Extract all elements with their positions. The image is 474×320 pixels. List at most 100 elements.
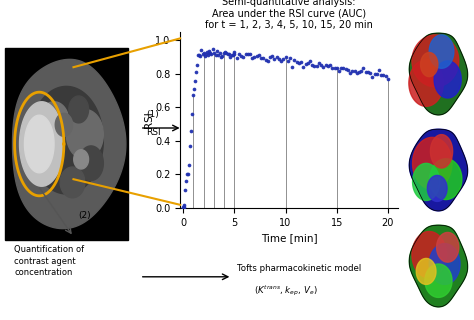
Polygon shape <box>416 259 436 284</box>
Point <box>228 53 236 58</box>
Point <box>306 58 314 63</box>
Point <box>331 66 338 71</box>
Polygon shape <box>425 264 452 297</box>
Point <box>230 50 238 55</box>
Point <box>380 72 387 77</box>
Point <box>373 72 381 77</box>
Point <box>382 73 390 78</box>
Polygon shape <box>429 35 454 68</box>
Polygon shape <box>420 52 438 76</box>
Point <box>262 58 269 63</box>
Point <box>208 51 215 56</box>
Point <box>313 63 320 68</box>
Polygon shape <box>409 129 468 211</box>
Point <box>203 50 210 55</box>
Polygon shape <box>55 113 73 136</box>
Point <box>291 57 298 62</box>
Point <box>210 50 218 55</box>
Point <box>326 62 334 67</box>
Point <box>183 172 191 177</box>
Point <box>248 55 256 60</box>
Point <box>351 69 358 74</box>
Point <box>186 144 194 149</box>
Point <box>266 54 274 59</box>
Point <box>318 62 325 67</box>
Point <box>222 51 230 56</box>
Point <box>353 70 361 75</box>
Point <box>335 68 343 74</box>
Point <box>219 53 226 59</box>
Point <box>221 49 229 54</box>
Point <box>315 60 323 66</box>
Point <box>271 57 278 62</box>
Point <box>309 62 316 68</box>
Point <box>275 56 283 61</box>
Point <box>319 64 327 69</box>
Point <box>328 66 336 71</box>
Point <box>220 50 228 55</box>
Point <box>233 55 240 60</box>
Point <box>227 54 234 60</box>
Polygon shape <box>25 115 54 173</box>
Point <box>297 60 305 65</box>
X-axis label: Time [min]: Time [min] <box>261 233 318 243</box>
Point <box>205 49 212 54</box>
Point <box>277 59 285 64</box>
Point <box>235 52 243 57</box>
Polygon shape <box>429 244 460 284</box>
Polygon shape <box>74 150 89 169</box>
Point <box>188 111 196 116</box>
Point <box>310 63 318 68</box>
Point <box>377 73 385 78</box>
Point <box>180 205 187 211</box>
Point <box>268 53 276 59</box>
Text: Quantification of
contrast agent
concentration: Quantification of contrast agent concent… <box>14 245 84 277</box>
Point <box>246 52 254 57</box>
Point <box>229 52 237 58</box>
Point <box>194 52 202 57</box>
Point <box>286 55 294 60</box>
Point <box>224 51 231 56</box>
Polygon shape <box>430 159 462 200</box>
Point <box>295 60 303 65</box>
Point <box>193 62 201 68</box>
Polygon shape <box>79 146 103 180</box>
Polygon shape <box>412 137 452 189</box>
Point <box>225 52 233 57</box>
Point <box>180 202 188 207</box>
Point <box>184 172 191 177</box>
Polygon shape <box>430 135 453 168</box>
Point <box>369 75 376 80</box>
Point <box>204 52 211 57</box>
Point <box>304 60 311 65</box>
Point <box>342 67 349 72</box>
Point <box>180 204 188 209</box>
Point <box>217 54 225 60</box>
Point <box>357 68 365 73</box>
Point <box>244 51 252 56</box>
Point <box>191 87 198 92</box>
Point <box>282 55 289 60</box>
Point <box>189 93 197 98</box>
Point <box>384 76 392 81</box>
Point <box>213 49 221 54</box>
Point <box>202 51 210 56</box>
Polygon shape <box>19 102 64 186</box>
Point <box>344 68 352 73</box>
Point <box>333 66 340 71</box>
Point <box>302 61 310 66</box>
Point <box>264 58 272 63</box>
Point <box>346 70 354 75</box>
Point <box>289 64 296 69</box>
Polygon shape <box>409 33 468 115</box>
Point <box>205 51 212 56</box>
Point <box>340 66 347 71</box>
Point <box>348 68 356 74</box>
Point <box>237 53 245 58</box>
Polygon shape <box>60 167 85 198</box>
Text: (2): (2) <box>78 211 91 220</box>
Point <box>255 52 263 58</box>
Polygon shape <box>434 61 461 98</box>
Polygon shape <box>42 150 62 177</box>
Point <box>187 129 195 134</box>
